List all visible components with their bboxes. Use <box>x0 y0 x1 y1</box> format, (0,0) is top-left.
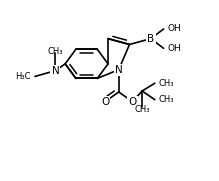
Text: N: N <box>51 66 59 76</box>
Text: CH₃: CH₃ <box>159 95 174 104</box>
Text: N: N <box>115 65 123 75</box>
Text: O: O <box>101 97 109 107</box>
Text: O: O <box>128 97 136 107</box>
Text: OH: OH <box>168 44 181 53</box>
Text: OH: OH <box>168 24 181 33</box>
Text: H₃C: H₃C <box>16 72 31 81</box>
Text: CH₃: CH₃ <box>134 105 150 113</box>
Text: CH₃: CH₃ <box>159 79 174 88</box>
Text: B: B <box>147 34 154 44</box>
Text: CH₃: CH₃ <box>48 47 63 56</box>
